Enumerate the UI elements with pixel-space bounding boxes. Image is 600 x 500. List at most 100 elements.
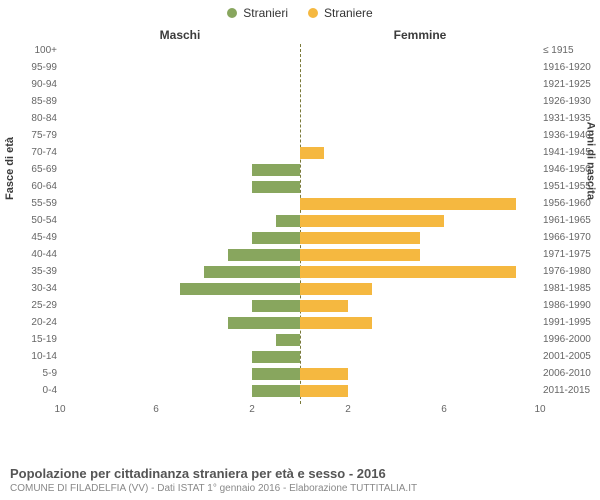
age-label: 75-79 (2, 129, 57, 143)
pyramid-row: 0-42011-2015 (60, 384, 540, 398)
pyramid-row: 100+≤ 1915 (60, 44, 540, 58)
birth-year-label: 1966-1970 (543, 231, 598, 245)
age-label: 10-14 (2, 350, 57, 364)
birth-year-label: 1976-1980 (543, 265, 598, 279)
age-label: 90-94 (2, 78, 57, 92)
bar-male (228, 249, 300, 261)
birth-year-label: 1971-1975 (543, 248, 598, 262)
birth-year-label: 2011-2015 (543, 384, 598, 398)
birth-year-label: 1931-1935 (543, 112, 598, 126)
birth-year-label: 2006-2010 (543, 367, 598, 381)
swatch-female (308, 8, 318, 18)
pyramid-row: 90-941921-1925 (60, 78, 540, 92)
bar-male (252, 385, 300, 397)
pyramid-row: 5-92006-2010 (60, 367, 540, 381)
pyramid-row: 75-791936-1940 (60, 129, 540, 143)
bar-male (180, 283, 300, 295)
birth-year-label: 1956-1960 (543, 197, 598, 211)
bar-female (300, 283, 372, 295)
pyramid-row: 45-491966-1970 (60, 231, 540, 245)
pyramid-row: 25-291986-1990 (60, 299, 540, 313)
birth-year-label: 1936-1940 (543, 129, 598, 143)
age-label: 60-64 (2, 180, 57, 194)
pyramid-row: 30-341981-1985 (60, 282, 540, 296)
legend-label-female: Straniere (324, 6, 373, 20)
birth-year-label: 1926-1930 (543, 95, 598, 109)
bar-male (228, 317, 300, 329)
age-label: 85-89 (2, 95, 57, 109)
pyramid-row: 80-841931-1935 (60, 112, 540, 126)
plot-area: 100+≤ 1915 95-991916-1920 90-941921-1925 85… (60, 44, 540, 424)
age-label: 55-59 (2, 197, 57, 211)
birth-year-label: 1916-1920 (543, 61, 598, 75)
x-tick: 10 (54, 404, 65, 415)
header-female: Femmine (300, 28, 540, 42)
birth-year-label: 1921-1925 (543, 78, 598, 92)
bar-male (252, 368, 300, 380)
birth-year-label: 1961-1965 (543, 214, 598, 228)
birth-year-label: 2001-2005 (543, 350, 598, 364)
age-label: 20-24 (2, 316, 57, 330)
birth-year-label: 1946-1950 (543, 163, 598, 177)
bar-male (252, 351, 300, 363)
bar-rows: 100+≤ 1915 95-991916-1920 90-941921-1925 85… (60, 44, 540, 404)
bar-male (252, 164, 300, 176)
bar-female (300, 198, 516, 210)
bar-female (300, 232, 420, 244)
swatch-male (227, 8, 237, 18)
bar-female (300, 385, 348, 397)
legend-item-female: Straniere (308, 6, 373, 20)
bar-female (300, 300, 348, 312)
pyramid-row: 95-991916-1920 (60, 61, 540, 75)
column-headers: Maschi Femmine (60, 28, 540, 42)
pyramid-row: 70-741941-1945 (60, 146, 540, 160)
age-label: 25-29 (2, 299, 57, 313)
age-label: 70-74 (2, 146, 57, 160)
age-label: 35-39 (2, 265, 57, 279)
pyramid-row: 15-191996-2000 (60, 333, 540, 347)
x-axis: 10622610 (60, 404, 540, 418)
population-pyramid-chart: Stranieri Straniere Maschi Femmine Fasce… (0, 0, 600, 500)
bar-female (300, 368, 348, 380)
bar-male (276, 215, 300, 227)
legend-label-male: Stranieri (243, 6, 288, 20)
bar-female (300, 266, 516, 278)
age-label: 65-69 (2, 163, 57, 177)
chart-footer: Popolazione per cittadinanza straniera p… (10, 466, 590, 494)
age-label: 45-49 (2, 231, 57, 245)
bar-male (252, 181, 300, 193)
bar-male (252, 300, 300, 312)
bar-male (204, 266, 300, 278)
x-tick: 2 (249, 404, 255, 415)
x-tick: 6 (153, 404, 159, 415)
pyramid-row: 60-641951-1955 (60, 180, 540, 194)
birth-year-label: 1981-1985 (543, 282, 598, 296)
bar-female (300, 215, 444, 227)
age-label: 15-19 (2, 333, 57, 347)
birth-year-label: ≤ 1915 (543, 44, 598, 58)
birth-year-label: 1996-2000 (543, 333, 598, 347)
x-tick: 10 (534, 404, 545, 415)
chart-subtitle: COMUNE DI FILADELFIA (VV) - Dati ISTAT 1… (10, 483, 590, 494)
pyramid-row: 20-241991-1995 (60, 316, 540, 330)
chart-title: Popolazione per cittadinanza straniera p… (10, 466, 590, 481)
bar-male (252, 232, 300, 244)
age-label: 30-34 (2, 282, 57, 296)
pyramid-row: 35-391976-1980 (60, 265, 540, 279)
age-label: 40-44 (2, 248, 57, 262)
legend: Stranieri Straniere (0, 0, 600, 20)
birth-year-label: 1941-1945 (543, 146, 598, 160)
age-label: 80-84 (2, 112, 57, 126)
bar-male (276, 334, 300, 346)
age-label: 0-4 (2, 384, 57, 398)
pyramid-row: 50-541961-1965 (60, 214, 540, 228)
legend-item-male: Stranieri (227, 6, 288, 20)
pyramid-row: 40-441971-1975 (60, 248, 540, 262)
x-tick: 2 (345, 404, 351, 415)
header-male: Maschi (60, 28, 300, 42)
age-label: 50-54 (2, 214, 57, 228)
pyramid-row: 85-891926-1930 (60, 95, 540, 109)
x-tick: 6 (441, 404, 447, 415)
age-label: 5-9 (2, 367, 57, 381)
birth-year-label: 1986-1990 (543, 299, 598, 313)
